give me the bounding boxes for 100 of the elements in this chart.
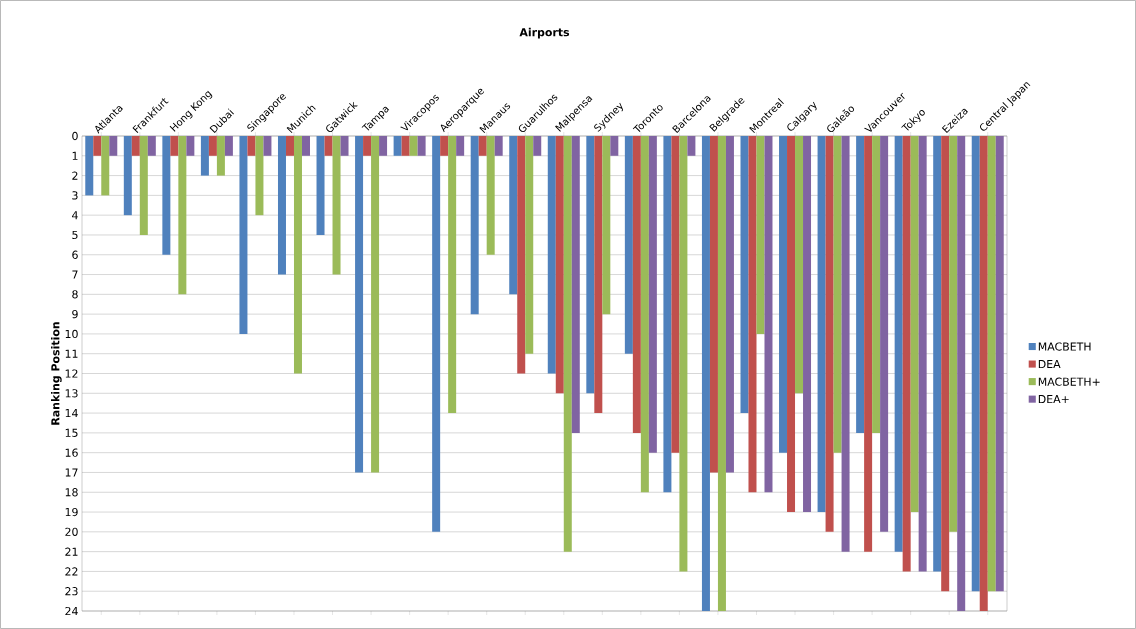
bar	[740, 136, 749, 414]
bar	[147, 136, 156, 156]
y-tick-label: 21	[65, 547, 78, 556]
bar	[803, 136, 812, 513]
y-tick-label: 20	[65, 527, 78, 536]
y-tick-label: 0	[72, 131, 78, 141]
bar	[340, 136, 349, 156]
bar	[918, 136, 927, 572]
bar	[200, 136, 209, 176]
bar	[216, 136, 225, 176]
y-tick-label: 22	[65, 567, 78, 576]
bar	[856, 136, 865, 433]
bar	[170, 136, 179, 156]
y-tick-label: 10	[65, 329, 78, 339]
legend-label: MACBETH+	[1038, 377, 1100, 386]
bar	[432, 136, 441, 532]
bar	[478, 136, 487, 156]
bar	[825, 136, 834, 532]
bar	[417, 136, 426, 156]
y-tick-label: 14	[65, 409, 78, 418]
bar	[841, 136, 850, 552]
y-axis-title: Ranking Position	[51, 322, 62, 425]
bar	[640, 136, 649, 493]
bar	[547, 136, 556, 374]
bar	[456, 136, 465, 156]
bar	[610, 136, 619, 156]
bar	[208, 136, 217, 156]
bar	[247, 136, 256, 156]
bar	[787, 136, 796, 513]
bar	[795, 136, 804, 394]
bar	[440, 136, 449, 156]
bar	[178, 136, 187, 295]
bar	[494, 136, 503, 156]
bar	[979, 136, 988, 612]
y-tick-label: 16	[65, 448, 78, 457]
y-tick-label: 24	[65, 606, 78, 616]
bar	[533, 136, 542, 156]
bar	[123, 136, 132, 216]
legend-label: DEA	[1038, 360, 1061, 369]
y-tick-label: 8	[72, 290, 78, 299]
y-tick-label: 1	[72, 151, 78, 160]
bar	[817, 136, 826, 513]
bar	[239, 136, 248, 334]
bar	[277, 136, 286, 275]
bar	[748, 136, 757, 493]
bar	[725, 136, 734, 473]
y-tick-label: 12	[65, 369, 78, 378]
bar	[301, 136, 310, 156]
bar	[332, 136, 341, 275]
bar	[448, 136, 457, 414]
bar	[957, 136, 966, 612]
bar	[224, 136, 233, 156]
y-tick-label: 23	[65, 587, 78, 596]
bar	[756, 136, 765, 334]
y-tick-label: 4	[72, 211, 78, 220]
bar	[671, 136, 680, 453]
bar	[101, 136, 110, 196]
bar	[632, 136, 641, 433]
bar	[555, 136, 564, 394]
bar	[186, 136, 195, 156]
bar	[563, 136, 572, 552]
y-tick-label: 9	[72, 309, 78, 319]
bar	[594, 136, 603, 414]
bar	[779, 136, 788, 453]
bar	[864, 136, 873, 552]
bar	[162, 136, 171, 255]
y-tick-label: 5	[72, 230, 78, 240]
bar	[525, 136, 534, 354]
y-tick-label: 13	[65, 389, 78, 398]
bar	[486, 136, 495, 255]
y-tick-label: 11	[65, 349, 78, 358]
bar	[679, 136, 688, 572]
bar	[764, 136, 773, 493]
bar	[109, 136, 118, 156]
bar	[709, 136, 718, 473]
bar	[85, 136, 94, 196]
bar	[687, 136, 696, 156]
bar	[663, 136, 672, 493]
bar	[902, 136, 911, 572]
bar	[355, 136, 364, 473]
x-axis-title: Airports	[519, 27, 570, 39]
y-tick-label: 2	[72, 171, 78, 180]
bar	[949, 136, 958, 532]
bar	[971, 136, 980, 592]
bar	[255, 136, 264, 216]
bar	[987, 136, 996, 592]
y-tick-label: 19	[65, 507, 78, 517]
bar	[263, 136, 272, 156]
bar	[586, 136, 595, 394]
bar	[880, 136, 889, 532]
y-tick-label: 17	[65, 468, 78, 477]
bar	[363, 136, 372, 156]
bar	[401, 136, 410, 156]
bar	[624, 136, 633, 354]
bar	[933, 136, 942, 572]
bar	[409, 136, 418, 156]
bar	[602, 136, 611, 315]
bar	[285, 136, 294, 156]
bar	[717, 136, 726, 612]
legend-label: DEA+	[1038, 395, 1069, 404]
